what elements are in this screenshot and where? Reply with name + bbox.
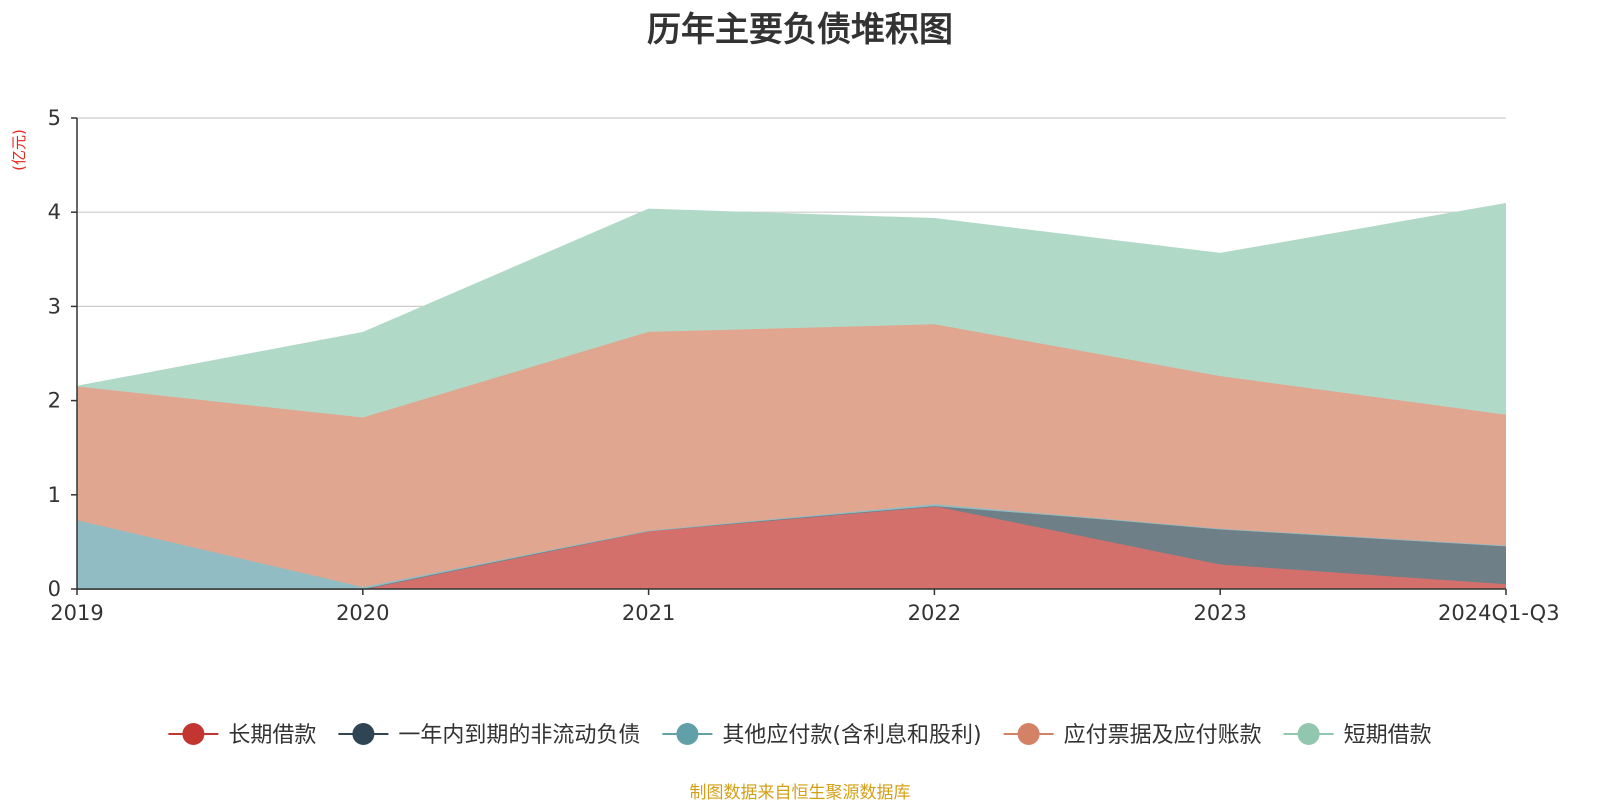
legend-item: 短期借款 — [1283, 723, 1432, 748]
y-tick-label: 0 — [48, 577, 61, 601]
legend-item: 其他应付款(含利息和股利) — [662, 723, 982, 748]
y-axis-unit-label: (亿元) — [10, 129, 28, 171]
x-tick-label: 2020 — [336, 601, 389, 625]
legend-label: 短期借款 — [1344, 723, 1432, 748]
legend-marker — [1297, 723, 1320, 745]
y-tick-label: 1 — [48, 483, 61, 507]
legend-label: 应付票据及应付账款 — [1064, 723, 1262, 748]
area-应付票据及应付账款 — [77, 324, 1506, 588]
legend-label: 长期借款 — [228, 723, 316, 748]
area-其他应付款(含利息和股利) — [77, 504, 1506, 589]
line-短期借款 — [76, 202, 1507, 388]
y-tick-label: 3 — [48, 294, 61, 318]
area-短期借款 — [77, 203, 1506, 418]
chart-plot: 0 1 2 3 4 5 2019 2020 2021 2022 2023 2024Q1-Q3 长期借款… — [48, 106, 1560, 748]
legend-marker — [182, 723, 205, 745]
x-tick-label: 2023 — [1193, 601, 1246, 625]
x-tick-label: 2022 — [908, 601, 961, 625]
legend-label: 一年内到期的非流动负债 — [398, 723, 640, 748]
area-长期借款 — [77, 506, 1506, 589]
legend-label: 其他应付款(含利息和股利) — [722, 723, 981, 748]
y-axis-unit-text: (亿元) — [10, 129, 28, 171]
legend-marker — [1017, 723, 1040, 745]
x-tick-label: 2019 — [50, 601, 103, 625]
x-tick-label: 2024Q1-Q3 — [1438, 601, 1560, 625]
legend-marker — [352, 723, 375, 745]
legend-item: 一年内到期的非流动负债 — [338, 723, 640, 748]
x-tick-label: 2021 — [622, 601, 675, 625]
y-tick-label: 2 — [48, 389, 61, 413]
legend-marker — [676, 723, 699, 745]
stacked-areas — [76, 202, 1507, 590]
axes: 0 1 2 3 4 5 2019 2020 2021 2022 2023 2024Q1-Q3 — [48, 106, 1560, 625]
data-source-note: 制图数据来自恒生聚源数据库 — [689, 783, 911, 803]
y-tick-label: 5 — [48, 106, 61, 130]
y-tick-label: 4 — [48, 200, 61, 224]
chart-title: 历年主要负债堆积图 — [647, 10, 953, 50]
legend-item: 长期借款 — [168, 723, 316, 748]
legend-item: 应付票据及应付账款 — [1003, 723, 1262, 748]
legend: 长期借款 一年内到期的非流动负债 其他应付款(含利息和股利) 应付票据及应付账款 短期借… — [168, 723, 1432, 748]
area-一年内到期的非流动负债 — [77, 506, 1506, 589]
